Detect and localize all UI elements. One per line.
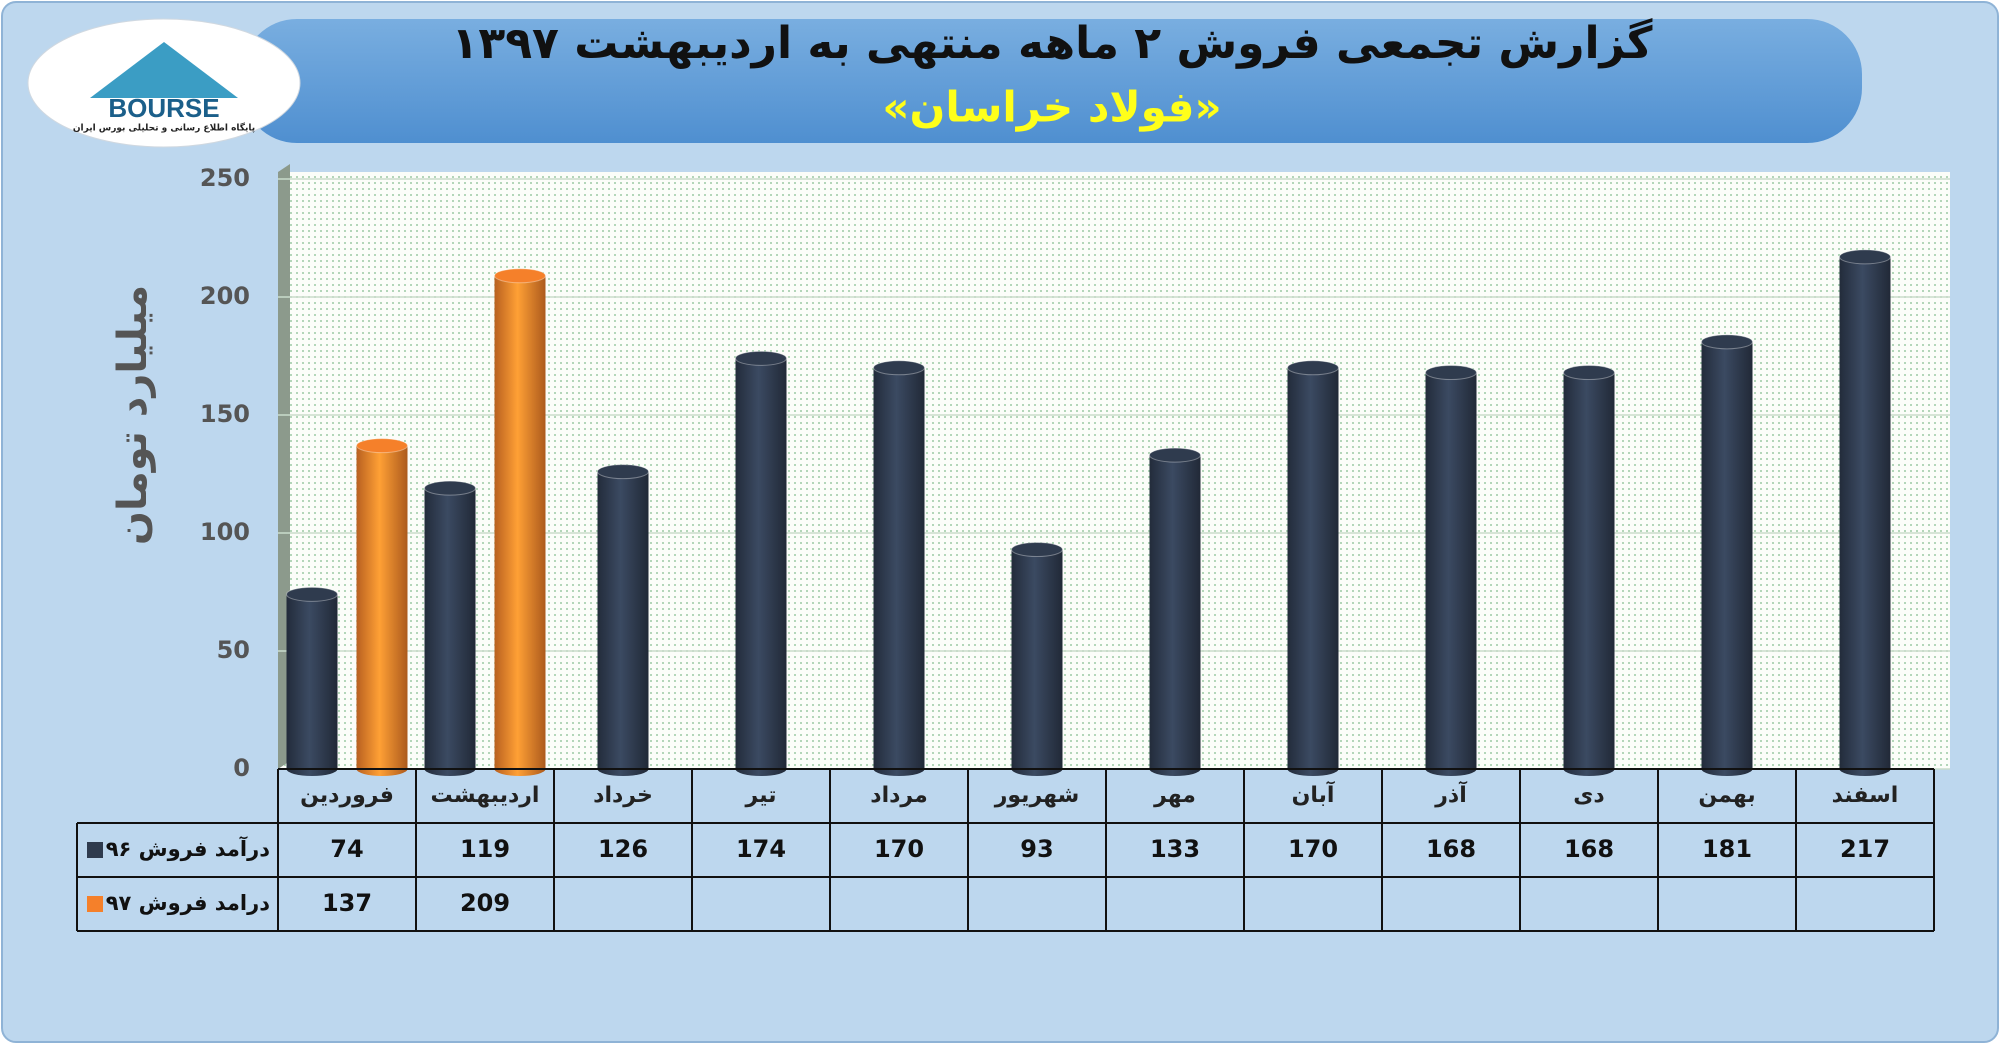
bar <box>356 445 408 769</box>
x-tick-label: آذر <box>1434 780 1467 808</box>
chart-subtitle: «فولاد خراسان» <box>882 83 1221 133</box>
table-value: 209 <box>460 889 510 917</box>
logo-icon <box>90 42 238 98</box>
bar-cap <box>424 480 476 496</box>
bar <box>735 358 787 769</box>
y-tick-label: 100 <box>200 518 250 546</box>
logo-subtitle: پایگاه اطلاع رسانی و تحلیلی بورس ایران <box>73 122 255 134</box>
bar-cap <box>1701 334 1753 350</box>
y-tick-label: 50 <box>217 636 250 664</box>
legend-swatch <box>87 842 103 858</box>
bar <box>424 488 476 769</box>
bar-cap <box>1563 365 1615 381</box>
bar-cap <box>1149 447 1201 463</box>
bar-cap <box>494 268 546 284</box>
bar <box>286 594 338 769</box>
bar <box>1011 549 1063 769</box>
x-tick-label: آبان <box>1292 780 1335 808</box>
header-band <box>242 19 1862 143</box>
table-value: 168 <box>1426 835 1476 863</box>
y-tick-label: 0 <box>233 754 250 782</box>
bar <box>1149 455 1201 769</box>
table-value: 126 <box>598 835 648 863</box>
bar-cap <box>735 350 787 366</box>
x-tick-label: اردیبهشت <box>431 783 540 808</box>
y-tick-label: 250 <box>200 164 250 192</box>
legend-label: درامد فروش ۹۷ <box>106 891 271 915</box>
x-tick-label: مهر <box>1153 783 1196 808</box>
table-value: 74 <box>330 835 363 863</box>
table-value: 181 <box>1702 835 1752 863</box>
logo-text: BOURSE <box>108 93 219 123</box>
chart-title: گزارش تجمعی فروش ۲ ماهه منتهی به اردیبهش… <box>451 17 1652 69</box>
bar-cap <box>356 438 408 454</box>
table-value: 168 <box>1564 835 1614 863</box>
bar-cap <box>1011 542 1063 558</box>
bar <box>1425 372 1477 769</box>
table-value: 137 <box>322 889 372 917</box>
x-tick-label: شهریور <box>994 783 1080 808</box>
bar-cap <box>873 360 925 376</box>
bar-cap <box>1425 365 1477 381</box>
x-tick-label: خرداد <box>593 783 653 808</box>
table-value: 170 <box>1288 835 1338 863</box>
x-tick-label: فروردین <box>300 783 394 808</box>
bar <box>1701 341 1753 769</box>
x-tick-label: مرداد <box>870 783 927 808</box>
table-value: 170 <box>874 835 924 863</box>
bar-cap <box>1839 249 1891 265</box>
y-axis-label: میلیارد تومان <box>110 285 156 545</box>
bar <box>597 471 649 769</box>
bar-cap <box>286 586 338 602</box>
legend-swatch <box>87 896 103 912</box>
bar-cap <box>597 464 649 480</box>
y-tick-label: 150 <box>200 400 250 428</box>
table-value: 93 <box>1020 835 1053 863</box>
table-value: 174 <box>736 835 786 863</box>
x-tick-label: بهمن <box>1698 783 1755 808</box>
plot-area <box>278 172 1950 769</box>
bar <box>1563 372 1615 769</box>
x-tick-label: دی <box>1573 783 1604 808</box>
x-tick-label: اسفند <box>1832 783 1899 808</box>
legend-label: درآمد فروش ۹۶ <box>106 836 271 861</box>
x-tick-label: تیر <box>745 783 777 808</box>
table-value: 217 <box>1840 835 1890 863</box>
table-value: 133 <box>1150 835 1200 863</box>
bar <box>494 275 546 769</box>
bar <box>1839 256 1891 769</box>
bar-cap <box>1287 360 1339 376</box>
bar <box>873 367 925 769</box>
table-value: 119 <box>460 835 510 863</box>
y-tick-label: 200 <box>200 282 250 310</box>
bar <box>1287 367 1339 769</box>
